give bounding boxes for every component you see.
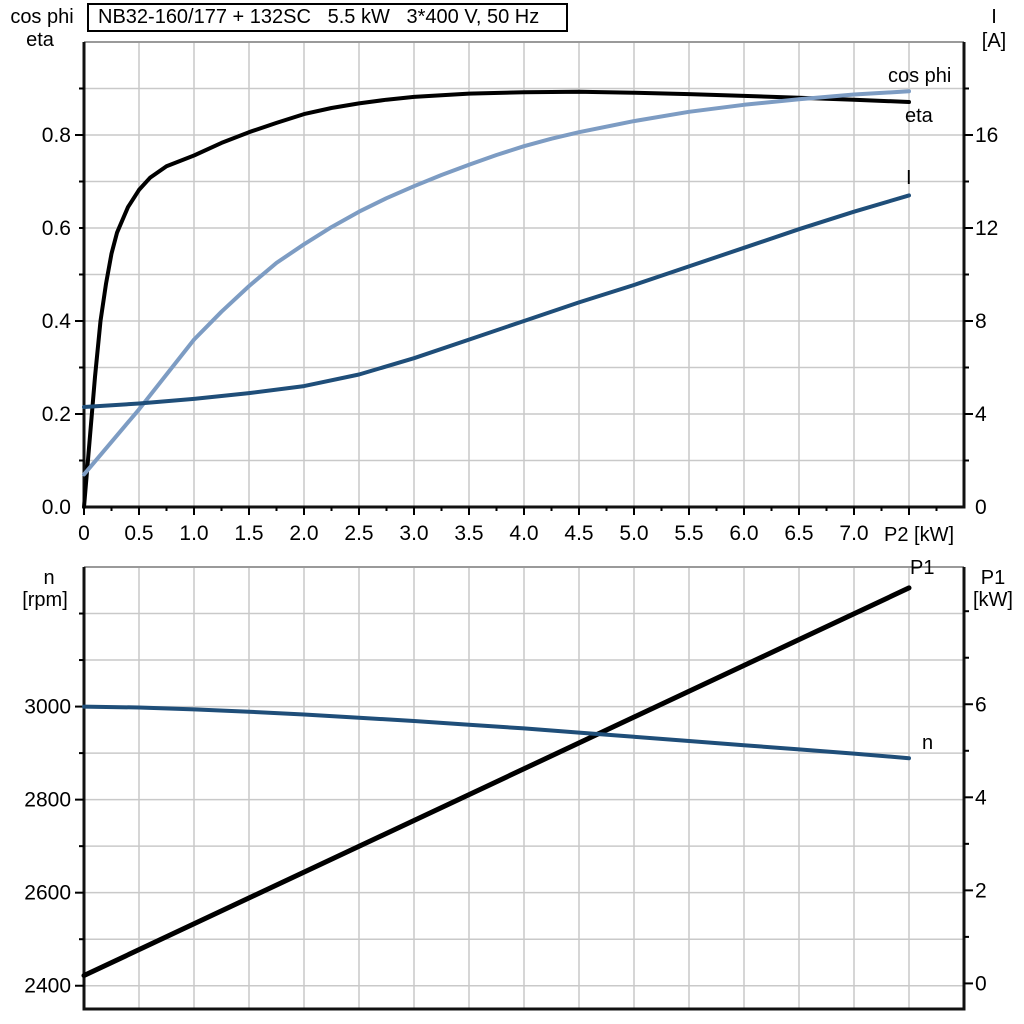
upper-left-axis-title-line1: cos phi bbox=[10, 6, 73, 28]
chart-title: NB32-160/177 + 132SC 5.5 kW 3*400 V, 50 … bbox=[98, 6, 540, 28]
series-i bbox=[82, 193, 911, 409]
upper-grid bbox=[84, 42, 964, 507]
x-tick-label: 2.5 bbox=[344, 522, 373, 545]
x-tick-label: 1.0 bbox=[179, 522, 208, 545]
left-tick-label: 3000 bbox=[24, 696, 71, 719]
x-tick-label: 3.5 bbox=[454, 522, 483, 545]
right-tick-label: 4 bbox=[975, 403, 987, 426]
right-tick-label: 8 bbox=[975, 310, 987, 333]
upper-left-axis-title-line2: eta bbox=[26, 29, 55, 51]
left-tick-label: 0.4 bbox=[42, 310, 72, 333]
series-eta bbox=[82, 89, 911, 509]
left-tick-label: 2800 bbox=[24, 789, 71, 812]
upper-right-axis-title-line2: [A] bbox=[982, 30, 1006, 52]
right-tick-label: 6 bbox=[975, 693, 987, 716]
left-tick-label: 2400 bbox=[24, 975, 71, 998]
right-tick-label: 4 bbox=[975, 786, 987, 809]
curve-label-n: n bbox=[922, 732, 933, 754]
x-tick-label: 1.5 bbox=[234, 522, 263, 545]
curve-label-p1: P1 bbox=[910, 557, 934, 579]
upper-right-axis-title-line1: I bbox=[991, 6, 997, 28]
series-cos-phi bbox=[82, 89, 911, 477]
x-tick-label: 4.0 bbox=[509, 522, 538, 545]
right-tick-label: 2 bbox=[975, 879, 987, 902]
curve-label-current: I bbox=[906, 167, 912, 189]
x-tick-label: 7.0 bbox=[839, 522, 868, 545]
lower-chart: 2400 2600 2800 3000 0 2 4 6 P1 n bbox=[24, 557, 987, 1011]
lower-left-axis-title-line1: n bbox=[43, 567, 54, 589]
series-p1 bbox=[81, 585, 912, 978]
left-tick-label: 0.6 bbox=[42, 217, 71, 240]
x-tick-label: 5.5 bbox=[674, 522, 703, 545]
lower-grid bbox=[84, 567, 964, 1009]
curve-label-cos-phi: cos phi bbox=[888, 65, 951, 87]
x-axis-unit-label: P2 [kW] bbox=[884, 524, 954, 546]
lower-tick-labels: 2400 2600 2800 3000 0 2 4 6 bbox=[24, 693, 987, 997]
upper-chart: 0 0.5 1.0 1.5 2.0 2.5 3.0 3.5 4.0 4.5 5.0 5.5 6.0 6.5… bbox=[42, 41, 999, 546]
lower-ticks bbox=[75, 610, 973, 987]
right-tick-label: 16 bbox=[975, 124, 998, 147]
x-tick-label: 6.0 bbox=[729, 522, 758, 545]
upper-tick-labels: 0 0.5 1.0 1.5 2.0 2.5 3.0 3.5 4.0 4.5 5.0 5.5 6.0 6.5… bbox=[42, 124, 999, 545]
x-tick-label: 5.0 bbox=[619, 522, 648, 545]
left-tick-label: 0.0 bbox=[42, 496, 71, 519]
x-tick-label: 4.5 bbox=[564, 522, 593, 545]
left-tick-label: 0.2 bbox=[42, 403, 71, 426]
right-tick-label: 12 bbox=[975, 217, 998, 240]
lower-left-axis-title-line2: [rpm] bbox=[22, 589, 68, 611]
x-tick-label: 0.5 bbox=[124, 522, 153, 545]
x-tick-label: 3.0 bbox=[399, 522, 428, 545]
x-tick-label: 6.5 bbox=[784, 522, 813, 545]
left-tick-label: 0.8 bbox=[42, 124, 71, 147]
x-tick-label: 0 bbox=[78, 522, 90, 545]
right-tick-label: 0 bbox=[975, 972, 987, 995]
left-tick-label: 2600 bbox=[24, 882, 71, 905]
curve-label-eta: eta bbox=[905, 105, 934, 127]
right-tick-label: 0 bbox=[975, 496, 987, 519]
lower-right-axis-title-line2: [kW] bbox=[973, 589, 1013, 611]
lower-right-axis-title-line1: P1 bbox=[981, 567, 1005, 589]
chart-title-box: NB32-160/177 + 132SC 5.5 kW 3*400 V, 50 … bbox=[87, 3, 568, 32]
series-n bbox=[82, 704, 911, 761]
x-tick-label: 2.0 bbox=[289, 522, 318, 545]
upper-ticks bbox=[75, 87, 973, 515]
